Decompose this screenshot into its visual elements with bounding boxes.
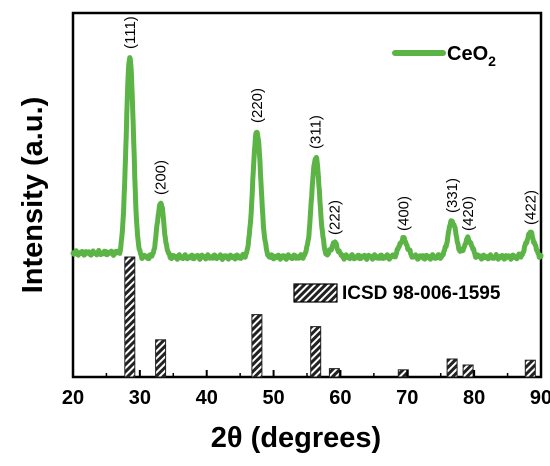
reference-bar: [328, 368, 340, 378]
x-tick-label: 20: [62, 387, 84, 409]
x-tick-label: 80: [463, 387, 485, 409]
peak-label: (222): [326, 200, 343, 235]
reference-bars: [124, 256, 536, 378]
peak-label: (420): [460, 196, 477, 231]
x-tick-label: 60: [329, 387, 351, 409]
xrd-pattern-line: [70, 55, 544, 262]
peak-label: (111): [122, 16, 139, 49]
legend-label-reference: ICSD 98-006-1595: [342, 283, 501, 304]
legend-label-xrd: CeO2: [447, 43, 496, 69]
reference-bar: [397, 369, 409, 378]
reference-bar: [446, 358, 458, 378]
reference-bar: [251, 314, 263, 378]
peak-label: (422): [522, 190, 539, 225]
x-axis-title: 2θ (degrees): [211, 422, 381, 454]
plot-frame: [71, 11, 543, 379]
reference-bar: [124, 256, 136, 378]
x-axis-ticks: 20 30 40 50 60 70 80 90: [62, 370, 550, 409]
y-axis-title: Intensity (a.u.): [17, 97, 49, 294]
peak-label: (200): [153, 160, 170, 195]
legend-hatch-swatch: [293, 283, 338, 303]
peak-label: (220): [249, 88, 266, 123]
reference-bar: [462, 364, 474, 378]
x-tick-label: 30: [129, 387, 151, 409]
x-tick-label: 40: [196, 387, 218, 409]
peak-label: (311): [308, 115, 325, 149]
peak-labels: (111) (200) (220) (311) (222) (400) (331)(420)…: [122, 16, 539, 235]
reference-bar: [524, 359, 536, 378]
reference-bar: [155, 339, 167, 378]
peak-label: (400): [395, 196, 412, 231]
peak-label: (331): [444, 178, 461, 213]
legend-reference: ICSD 98-006-1595: [293, 283, 501, 304]
x-tick-label: 90: [530, 387, 550, 409]
reference-bar: [310, 326, 322, 378]
x-tick-label: 50: [262, 387, 284, 409]
legend-xrd: CeO2: [392, 43, 496, 69]
x-tick-label: 70: [396, 387, 418, 409]
